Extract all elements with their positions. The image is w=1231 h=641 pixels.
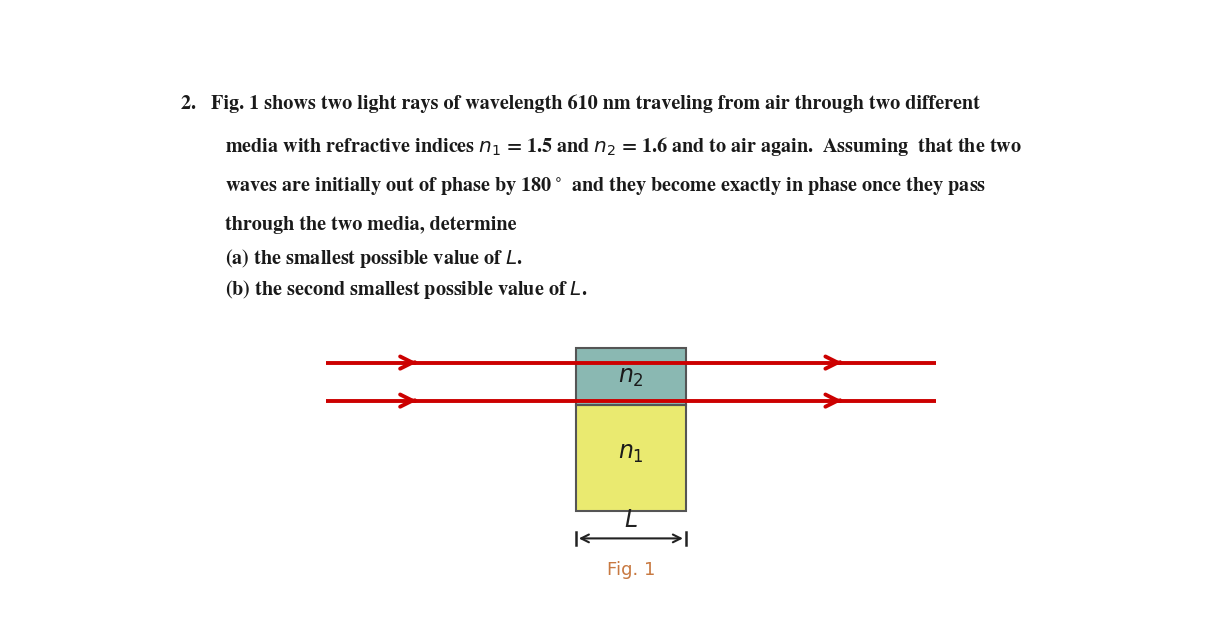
Text: through the two media, determine: through the two media, determine (225, 215, 517, 233)
Bar (576, 349, 686, 405)
Text: $L$: $L$ (624, 508, 638, 533)
Text: $n_1$: $n_1$ (618, 441, 644, 465)
Text: (b) the second smallest possible value of $L$.: (b) the second smallest possible value o… (225, 278, 588, 301)
Text: media with refractive indices $n_1$ = 1.5 and $n_2$ = 1.6 and to air again.  Ass: media with refractive indices $n_1$ = 1.… (225, 135, 1022, 158)
Text: $n_2$: $n_2$ (618, 365, 644, 388)
Text: waves are initially out of phase by 180$^\circ$ and they become exactly in phase: waves are initially out of phase by 180$… (225, 175, 987, 198)
Text: 2.   Fig. 1 shows two light rays of wavelength 610 nm traveling from air through: 2. Fig. 1 shows two light rays of wavele… (181, 94, 980, 113)
Text: Fig. 1: Fig. 1 (607, 561, 655, 579)
Text: (a) the smallest possible value of $L$.: (a) the smallest possible value of $L$. (225, 247, 523, 271)
Bar (576, 405, 686, 512)
